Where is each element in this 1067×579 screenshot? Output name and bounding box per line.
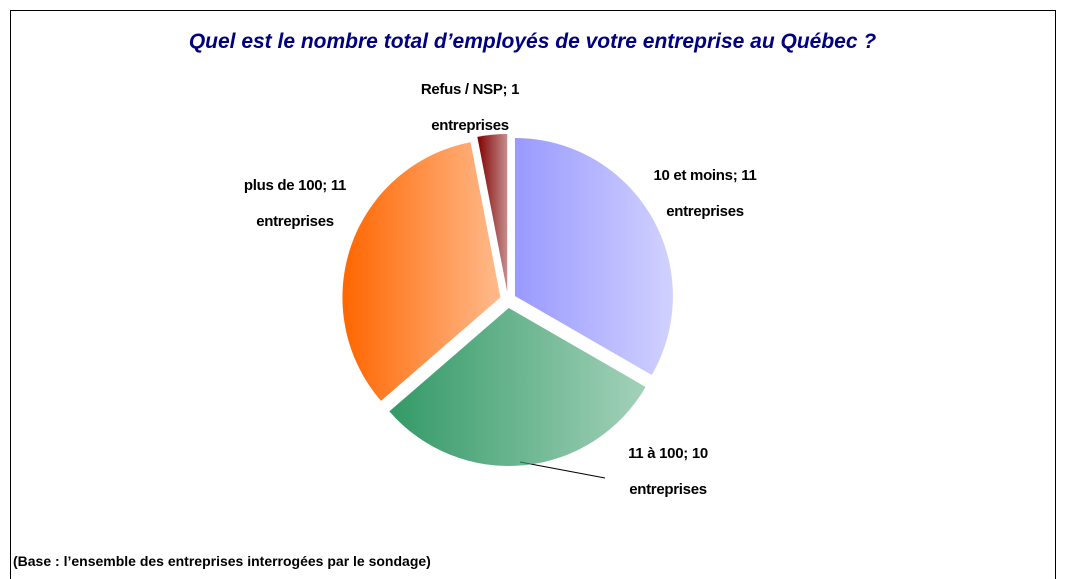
data-label: 10 et moins; 11 entreprises: [653, 167, 757, 220]
data-label: plus de 100; 11 entreprises: [243, 177, 347, 230]
pie-slice: [477, 134, 508, 293]
chart-title: Quel est le nombre total d’employés de v…: [188, 30, 877, 53]
leader-line: [519, 461, 606, 479]
data-label: 11 à 100; 10 entreprises: [628, 445, 708, 498]
footnote: (Base : l’ensemble des entreprises inter…: [13, 553, 431, 569]
pie-slice: [514, 138, 673, 375]
data-label: Refus / NSP; 1 entreprises: [420, 81, 520, 134]
pie-slice: [342, 142, 501, 401]
pie-slice: [389, 307, 646, 466]
